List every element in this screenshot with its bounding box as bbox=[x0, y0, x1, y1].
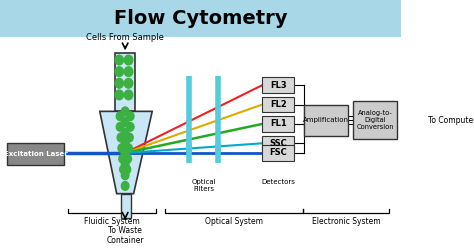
Circle shape bbox=[115, 55, 123, 65]
Circle shape bbox=[115, 67, 123, 76]
Circle shape bbox=[121, 182, 129, 190]
Text: Flow Cytometry: Flow Cytometry bbox=[114, 9, 287, 28]
Text: Cells From Sample: Cells From Sample bbox=[86, 33, 164, 42]
Circle shape bbox=[119, 165, 127, 174]
Text: FL2: FL2 bbox=[270, 100, 287, 109]
Circle shape bbox=[115, 90, 123, 100]
Circle shape bbox=[116, 112, 124, 121]
Bar bbox=[262, 77, 294, 93]
Bar bbox=[262, 145, 294, 161]
Circle shape bbox=[121, 139, 129, 148]
Circle shape bbox=[116, 123, 124, 131]
Circle shape bbox=[121, 150, 129, 158]
Circle shape bbox=[127, 112, 134, 121]
Circle shape bbox=[124, 67, 133, 76]
Text: Optical
Filters: Optical Filters bbox=[191, 179, 216, 192]
Text: To Waste
Container: To Waste Container bbox=[106, 226, 144, 245]
Circle shape bbox=[121, 160, 129, 169]
Circle shape bbox=[115, 78, 123, 88]
Text: FL1: FL1 bbox=[270, 120, 287, 128]
Circle shape bbox=[124, 90, 133, 100]
Bar bbox=[354, 101, 397, 139]
Bar bbox=[115, 53, 135, 111]
Text: Excitation Laser: Excitation Laser bbox=[4, 151, 67, 157]
Polygon shape bbox=[100, 111, 152, 194]
Text: SSC: SSC bbox=[269, 139, 287, 148]
Circle shape bbox=[121, 118, 129, 126]
Text: To Computer: To Computer bbox=[428, 116, 474, 124]
Circle shape bbox=[121, 128, 129, 137]
Circle shape bbox=[124, 55, 133, 65]
Bar bbox=[7, 143, 64, 165]
Text: Optical System: Optical System bbox=[205, 217, 263, 226]
Circle shape bbox=[118, 144, 126, 153]
Circle shape bbox=[123, 165, 131, 174]
Text: FSC: FSC bbox=[269, 149, 287, 157]
Circle shape bbox=[121, 107, 129, 116]
Text: FL3: FL3 bbox=[270, 81, 286, 90]
Bar bbox=[121, 194, 131, 218]
Bar bbox=[262, 116, 294, 132]
Circle shape bbox=[119, 155, 127, 163]
Circle shape bbox=[125, 144, 132, 153]
Text: Fluidic System: Fluidic System bbox=[84, 217, 140, 226]
Circle shape bbox=[121, 171, 129, 180]
Text: Detectors: Detectors bbox=[261, 179, 295, 185]
Bar bbox=[262, 136, 294, 151]
Bar bbox=[262, 97, 294, 112]
Text: Electronic System: Electronic System bbox=[311, 217, 380, 226]
Circle shape bbox=[124, 155, 131, 163]
Circle shape bbox=[127, 123, 134, 131]
Circle shape bbox=[126, 133, 133, 142]
Text: Analog-to-
Digital
Conversion: Analog-to- Digital Conversion bbox=[357, 110, 394, 130]
Bar bbox=[0, 0, 401, 37]
Text: Amplification: Amplification bbox=[303, 117, 349, 123]
Circle shape bbox=[124, 78, 133, 88]
Bar bbox=[304, 105, 348, 136]
Circle shape bbox=[117, 133, 125, 142]
